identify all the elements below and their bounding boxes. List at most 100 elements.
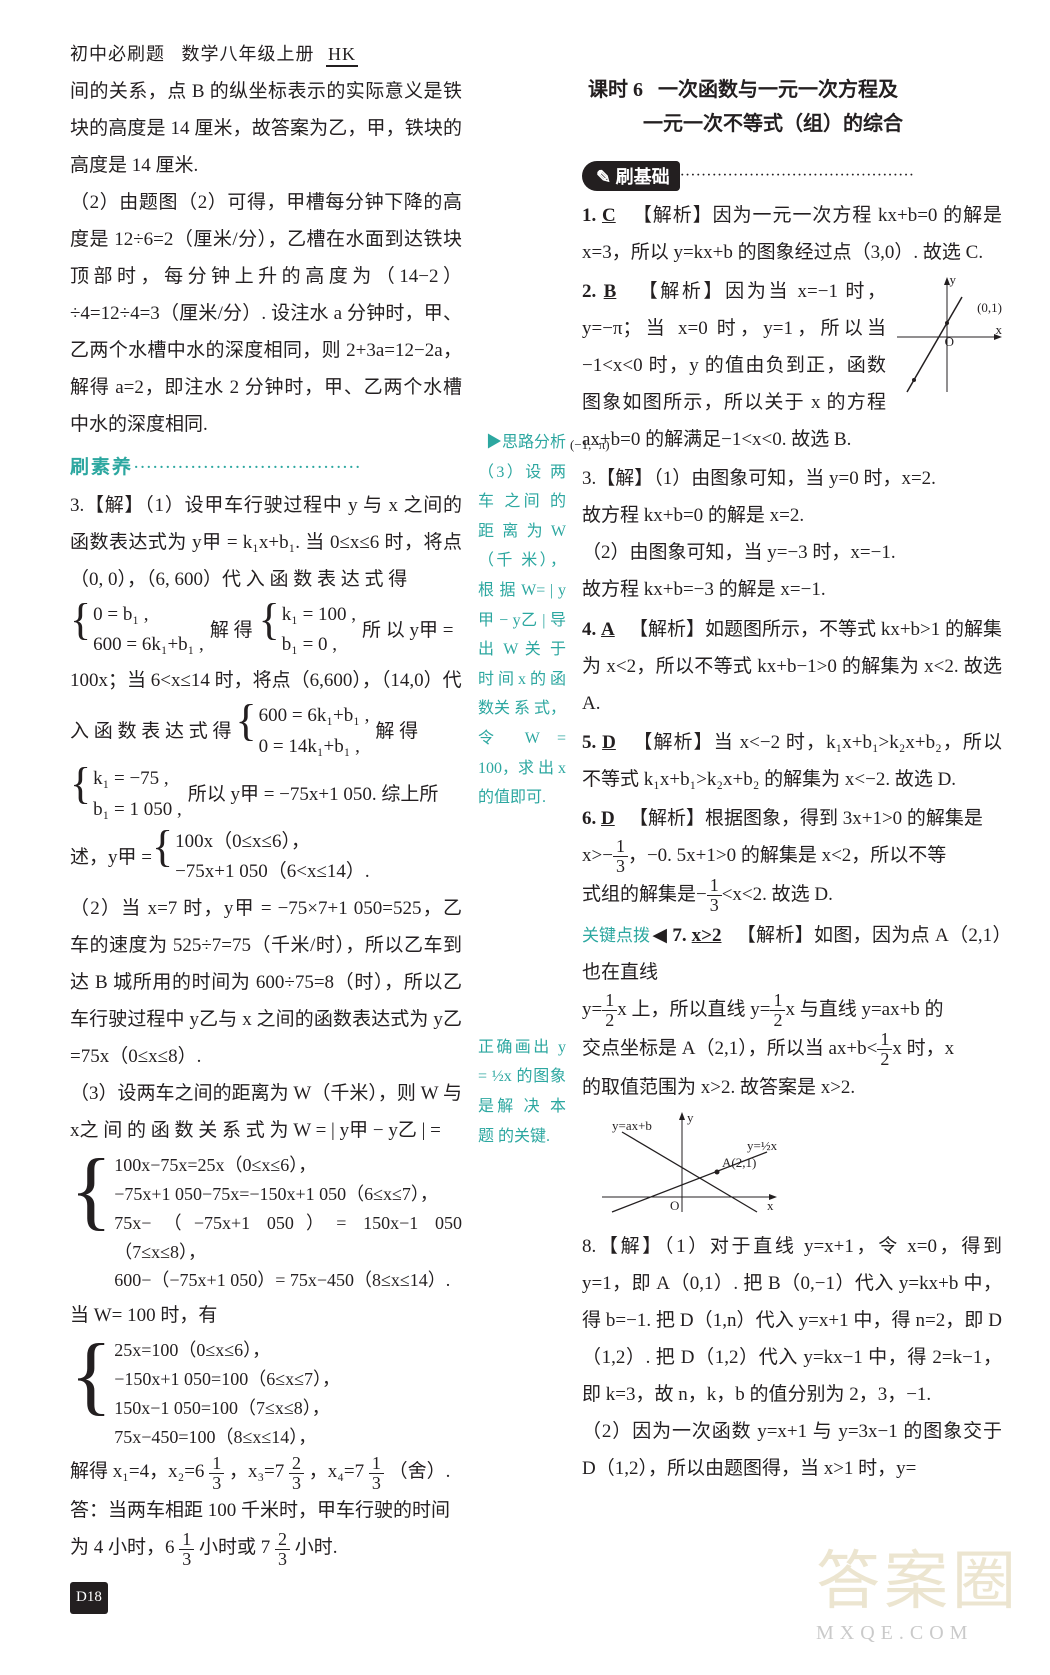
sys4-d: 600−（−75x+1 050）= 75x−450（8≤x≤14）. — [114, 1266, 462, 1295]
pill-label: 刷基础 — [616, 167, 670, 187]
q3-w100: 当 W= 100 时，有 — [70, 1297, 462, 1334]
q7-b-pre: y= — [582, 999, 602, 1020]
q6-c-pre: 式组的解集是− — [582, 884, 707, 905]
sys3-line-b: b₁ = 1 050 , — [93, 795, 182, 825]
sys1-mid: 解 得 — [204, 612, 259, 649]
system-4: { 100x−75x=25x（0≤x≤6）， −75x+1 050−75x=−1… — [70, 1151, 462, 1295]
piece-a: 100x（0≤x≤6）， — [175, 827, 370, 857]
sys2-line-a: 600 = 6k₁+b₁ , — [259, 701, 370, 731]
lesson-title-b: 一元一次不等式（组）的综合 — [643, 113, 903, 135]
answer-1: 1. C 【解析】因为一元一次方程 kx+b=0 的解是 x=3，所以 y=kx… — [582, 197, 1002, 271]
svg-text:O: O — [670, 1198, 679, 1213]
svg-text:y=½x: y=½x — [747, 1138, 778, 1153]
q5-text: 【解析】当 x<−2 时，k₁x+b₁>k₂x+b₂，所以不等式 k₁x+b₁>… — [582, 732, 1002, 790]
sys4-c: 75x−（−75x+1 050）= 150x−1 050（7≤x≤8）， — [114, 1209, 462, 1267]
sys3-tail: 所以 y甲 = −75x+1 050. 综上所 — [182, 776, 439, 813]
answer-4: 4. A 【解析】如题图所示，不等式 kx+b>1 的解集为 x<2，所以不等式… — [582, 611, 1002, 722]
q3-part2: （2）当 x=7 时，y甲 = −75×7+1 050=525，乙车的速度为 5… — [70, 890, 462, 1075]
sys1-line-b: 600 = 6k₁+b₁ , — [93, 630, 204, 660]
svg-text:y: y — [687, 1112, 694, 1125]
watermark-small: MXQE.COM — [816, 1622, 1020, 1645]
subject-name: 数学八年级上册 — [182, 44, 315, 64]
q7-b-mid2: x 与直线 y=ax+b 的 — [785, 999, 943, 1020]
system-1: { 0 = b₁ , 600 = 6k₁+b₁ , 解 得 { k₁ = 100… — [70, 600, 462, 661]
solve-tail: （舍）. — [389, 1461, 451, 1482]
silu-text: （3）设 两 车 之间 的 距 离 为 W（千 米），根 据 W= | y甲 −… — [478, 458, 566, 813]
lesson-title-a: 一次函数与一元一次方程及 — [658, 79, 898, 101]
q2-text: 【解析】因为当 x=−1 时，y=−π；当 x=0 时，y=1，所以当−1<x<… — [582, 281, 886, 450]
q1-text: 【解析】因为一元一次方程 kx+b=0 的解是 x=3，所以 y=kx+b 的图… — [582, 205, 1002, 263]
svg-text:y=ax+b: y=ax+b — [612, 1118, 652, 1133]
answer-3: 3.【解】（1）由图象可知，当 y=0 时，x=2. 故方程 kx+b=0 的解… — [582, 460, 1002, 608]
ans-b-mid: 小时或 7 — [199, 1537, 270, 1558]
system-3: { k₁ = −75 , b₁ = 1 050 , 所以 y甲 = −75x+1… — [70, 764, 462, 825]
q3-part3a: （3）设两车之间的距离为 W（千米），则 W 与 x之 间 的 函 数 关 系 … — [70, 1075, 462, 1149]
svg-text:A(2,1): A(2,1) — [722, 1155, 756, 1170]
lesson-no: 课时 6 — [588, 79, 643, 101]
answer-7: 关键点拨◀ 7. x>2 【解析】如图，因为点 A（2,1）也在直线 y=12x… — [582, 917, 1002, 1106]
left-column: 间的关系，点 B 的纵坐标表示的实际意义是铁块的高度是 14 厘米，故答案为乙，… — [70, 73, 462, 1615]
graph-q2: y (0,1) x O (−1,−π) — [892, 277, 1002, 397]
lesson-title: 课时 6 一次函数与一元一次方程及 一元一次不等式（组）的综合 — [588, 73, 1002, 141]
sys2-tail: 解 得 — [369, 713, 418, 750]
sys5-c: 150x−1 050=100（7≤x≤8）， — [114, 1394, 340, 1423]
q8-b: （2）因为一次函数 y=x+1 与 y=3x−1 的图象交于 D（1,2），所以… — [582, 1421, 1002, 1479]
sys4-b: −75x+1 050−75x=−150x+1 050（6≤x≤7）， — [114, 1180, 462, 1209]
ans-b-tail: 小时. — [295, 1537, 338, 1558]
q6-c-tail: <x<2. 故选 D. — [722, 884, 833, 905]
solve-mid2: ，x₄=7 — [309, 1461, 364, 1482]
q7-d: 的取值范围为 x>2. 故答案是 x>2. — [582, 1077, 855, 1098]
key-label-inline: 关键点拨 — [582, 919, 650, 952]
left-para-2: （2）由题图（2）可得，甲槽每分钟下降的高度是 12÷6=2（厘米/分），乙槽在… — [70, 184, 462, 443]
answer-5: 5. D 【解析】当 x<−2 时，k₁x+b₁>k₂x+b₂，所以不等式 k₁… — [582, 724, 1002, 798]
piece-b: −75x+1 050（6<x≤14）. — [175, 857, 370, 887]
sys5-b: −150x+1 050=100（6≤x≤7）， — [114, 1365, 340, 1394]
dots-decor — [133, 457, 361, 478]
q3-line-d: 故方程 kx+b=−3 的解是 x=−1. — [582, 571, 1002, 608]
q7-c-pre: 交点坐标是 A（2,1），所以当 ax+b< — [582, 1038, 877, 1059]
answer-8: 8.【解】（1）对于直线 y=x+1，令 x=0，得到 y=1，即 A（0,1）… — [582, 1228, 1002, 1487]
right-column: 课时 6 一次函数与一元一次方程及 一元一次不等式（组）的综合 ✎ 刷基础 1.… — [582, 73, 1002, 1615]
series-name: 初中必刷题 — [70, 44, 165, 64]
sys1-line-d: b₁ = 0 , — [282, 630, 356, 660]
q3-line-b: 故方程 kx+b=0 的解是 x=2. — [582, 497, 1002, 534]
q7-ans: x>2 — [692, 925, 722, 946]
solve-pre: 解得 x₁=4，x₂=6 — [70, 1461, 204, 1482]
solve-mid1: ，x₃=7 — [229, 1461, 284, 1482]
page-header: 初中必刷题 数学八年级上册 HK — [70, 40, 1002, 67]
sys5-d: 75x−450=100（8≤x≤14）， — [114, 1423, 340, 1452]
key-text: 正确画出 y = ½x 的图象是解 决 本 题 的关键. — [478, 1033, 566, 1151]
system-2: 入 函 数 表 达 式 得 { 600 = 6k₁+b₁ , 0 = 14k₁+… — [70, 701, 462, 762]
sys2-pre: 入 函 数 表 达 式 得 — [70, 713, 236, 750]
sys1-line-a: 0 = b₁ , — [93, 600, 204, 630]
answer-2: y (0,1) x O (−1,−π) 2. B 【解析】因为当 x=−1 时，… — [582, 273, 1002, 458]
sys5-a: 25x=100（0≤x≤6）， — [114, 1336, 340, 1365]
sys3-line-a: k₁ = −75 , — [93, 764, 182, 794]
piece-pre: 述，y甲 = — [70, 839, 152, 876]
q7-c-tail: x 时，x — [892, 1038, 954, 1059]
q3-line-c: （2）由图象可知，当 y=−3 时，x=−1. — [582, 534, 1002, 571]
q8-a: 8.【解】（1）对于直线 y=x+1，令 x=0，得到 y=1，即 A（0,1）… — [582, 1236, 1002, 1405]
piecewise-y: 述，y甲 = { 100x（0≤x≤6）， −75x+1 050（6<x≤14）… — [70, 827, 462, 888]
q7-b-mid: x 上，所以直线 y= — [617, 999, 770, 1020]
ans-b-pre: 为 4 小时，6 — [70, 1537, 175, 1558]
q6-b-mid: ，−0. 5x+1>0 的解集是 x<2，所以不等 — [628, 845, 946, 866]
answer-6: 6. D 【解析】根据图象，得到 3x+1>0 的解集是 x>−13，−0. 5… — [582, 800, 1002, 915]
svg-text:x: x — [767, 1198, 774, 1213]
q3-line2: 100x；当 6<x≤14 时，将点（6,600），（14,0）代 — [70, 662, 462, 699]
sys4-a: 100x−75x=25x（0≤x≤6）， — [114, 1151, 462, 1180]
left-para-1: 间的关系，点 B 的纵坐标表示的实际意义是铁块的高度是 14 厘米，故答案为乙，… — [70, 73, 462, 184]
sys1-tail: 所 以 y甲 = — [356, 612, 453, 649]
system-5: { 25x=100（0≤x≤6）， −150x+1 050=100（6≤x≤7）… — [70, 1336, 462, 1451]
graph-q7: y=ax+b A(2,1) y=½x O x y — [582, 1112, 1002, 1222]
suyang-label: 刷素养 — [70, 457, 133, 478]
q3-intro: 3.【解】（1）设甲车行驶过程中 y 与 x 之间的函数表达式为 y甲 = k₁… — [70, 487, 462, 598]
edition-code: HK — [326, 44, 358, 67]
basics-pill: ✎ 刷基础 — [582, 161, 914, 191]
q4-text: 【解析】如题图所示，不等式 kx+b>1 的解集为 x<2，所以不等式 kx+b… — [582, 619, 1002, 714]
silu-label: 思路分析 — [502, 434, 566, 451]
q3-solve: 解得 x₁=4，x₂=6 13 ，x₃=7 23 ，x₄=7 13 （舍）. — [70, 1453, 462, 1492]
annotation-column: ▶思路分析 （3）设 两 车 之间 的 距 离 为 W（千 米），根 据 W= … — [478, 73, 566, 1615]
q3-answer-a: 答：当两车相距 100 千米时，甲车行驶的时间 — [70, 1492, 462, 1529]
q3-answer-b: 为 4 小时，6 13 小时或 7 23 小时. — [70, 1529, 462, 1568]
